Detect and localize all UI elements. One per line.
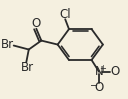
Text: O: O bbox=[95, 81, 104, 94]
Text: O: O bbox=[111, 65, 120, 78]
Text: O: O bbox=[31, 17, 40, 30]
Text: +: + bbox=[99, 64, 106, 73]
Text: N: N bbox=[95, 65, 104, 78]
Text: Br: Br bbox=[1, 38, 14, 51]
Text: Br: Br bbox=[21, 60, 34, 74]
Text: −: − bbox=[90, 81, 98, 91]
Text: Cl: Cl bbox=[59, 8, 71, 21]
